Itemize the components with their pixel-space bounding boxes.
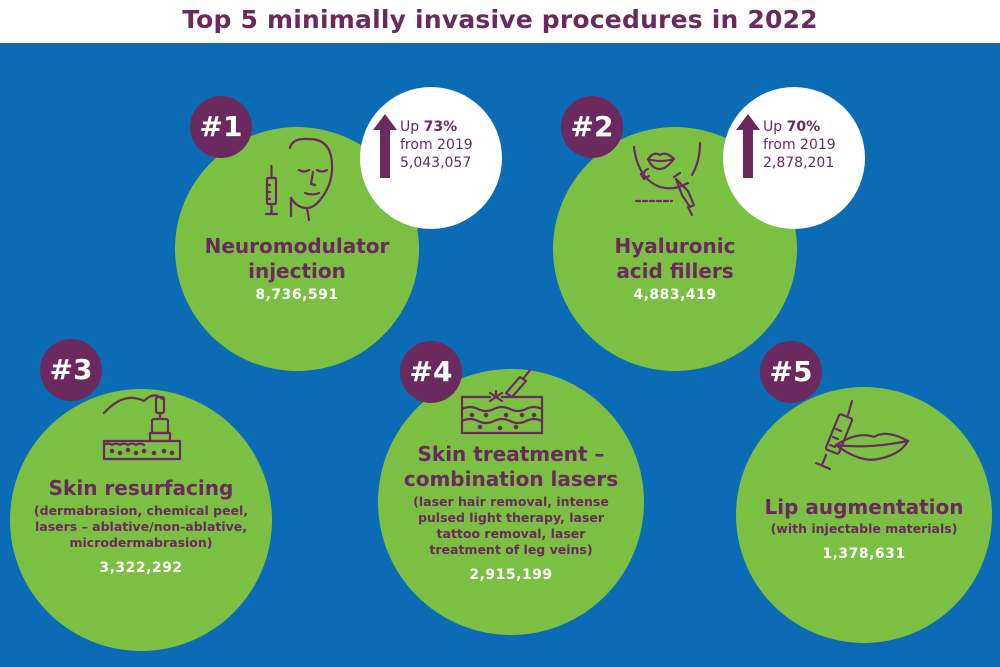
procedure-1-text: Neuromodulator injection 8,736,591: [195, 234, 399, 303]
stat-2-change: 70%: [786, 119, 821, 135]
procedure-3-count: 3,322,292: [99, 560, 183, 576]
procedure-4-count: 2,915,199: [469, 567, 553, 583]
face-syringe-icon: [257, 136, 341, 222]
title-bar: Top 5 minimally invasive procedures in 2…: [0, 0, 1000, 43]
procedure-4-detail-line-2: pulsed light therapy, laser: [417, 510, 605, 525]
procedure-5-detail-line-1: (with injectable materials): [770, 521, 958, 536]
procedure-5-text: Lip augmentation (with injectable materi…: [744, 495, 984, 562]
rank-badge-1: #1: [190, 96, 252, 158]
stat-2-text: Up 70% from 2019 2,878,201: [763, 118, 836, 172]
stat-2-from: from 2019: [763, 137, 836, 153]
stat-1-count: 5,043,057: [400, 155, 472, 171]
procedure-2-count: 4,883,419: [633, 287, 717, 303]
stat-2-count: 2,878,201: [763, 155, 835, 171]
procedure-5-count: 1,378,631: [822, 546, 906, 562]
procedure-4-detail-line-3: tattoo removal, laser: [436, 526, 586, 541]
procedure-3-detail-line-2: lasers – ablative/non-ablative,: [34, 519, 248, 534]
stat-2-change-line: Up 70%: [763, 118, 836, 136]
rank-badge-5: #5: [760, 341, 822, 403]
procedure-5-name: Lip augmentation: [764, 495, 964, 519]
up-arrow-icon: [736, 114, 760, 178]
stat-1-text: Up 73% from 2019 5,043,057: [400, 118, 473, 172]
rank-badge-3: #3: [40, 339, 102, 401]
rank-badge-2: #2: [561, 96, 623, 158]
procedure-3-name: Skin resurfacing: [48, 476, 234, 500]
procedure-3-detail-line-3: microdermabrasion): [69, 535, 213, 550]
procedure-2-name-line-2: acid fillers: [616, 259, 734, 283]
procedure-4-circle: [378, 369, 644, 635]
stat-bubble-2: Up 70% from 2019 2,878,201: [723, 87, 865, 229]
stat-1-change: 73%: [423, 119, 458, 135]
procedure-4-name-line-1: Skin treatment –: [417, 442, 605, 466]
procedure-1-name-line-1: Neuromodulator: [204, 234, 390, 258]
stat-1-change-prefix: Up: [400, 119, 424, 135]
stat-bubble-1: Up 73% from 2019 5,043,057: [360, 87, 502, 229]
procedure-4-detail-line-4: treatment of leg veins): [429, 542, 593, 557]
procedure-3-text: Skin resurfacing (dermabrasion, chemical…: [21, 476, 261, 576]
procedure-2-name-line-1: Hyaluronic: [614, 234, 736, 258]
lips-filler-icon: [630, 139, 714, 217]
procedure-4-detail-line-1: (laser hair removal, intense: [413, 494, 609, 509]
stat-2-change-prefix: Up: [763, 119, 787, 135]
procedure-2-text: Hyaluronic acid fillers 4,883,419: [573, 234, 777, 303]
procedure-5-circle: [736, 387, 992, 643]
procedure-4-name-line-2: combination lasers: [403, 467, 619, 491]
procedure-1-count: 8,736,591: [255, 287, 339, 303]
rank-badge-4: #4: [400, 341, 462, 403]
stat-1-from: from 2019: [400, 137, 473, 153]
page-title: Top 5 minimally invasive procedures in 2…: [182, 5, 818, 34]
infographic-panel: #1 Neuromodulator injection 8,736,591 Up…: [0, 43, 1000, 667]
procedure-1-name-line-2: injection: [248, 259, 346, 283]
lip-syringe-icon: [808, 397, 912, 481]
up-arrow-icon: [373, 114, 397, 178]
stat-1-change-line: Up 73%: [400, 118, 473, 136]
procedure-3-detail-line-1: (dermabrasion, chemical peel,: [33, 503, 249, 518]
procedure-3-circle: [10, 389, 272, 651]
laser-skin-icon: [456, 367, 552, 435]
procedure-4-text: Skin treatment – combination lasers (las…: [391, 442, 631, 583]
dermabrasion-device-icon: [98, 387, 190, 461]
